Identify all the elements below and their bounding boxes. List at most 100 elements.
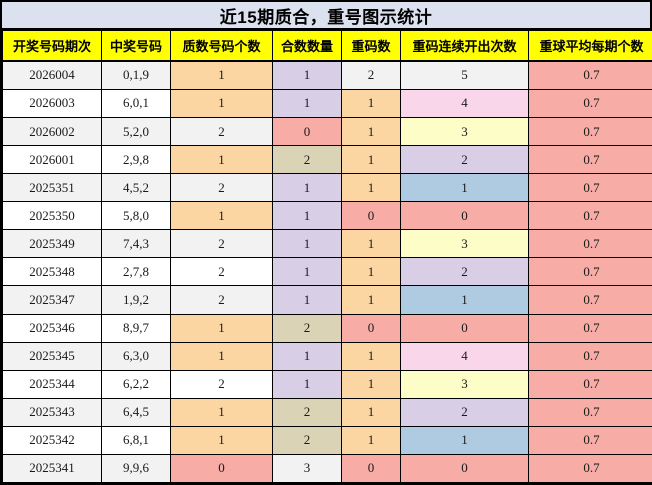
table-row: 2026002 5,2,0 2 0 1 3 0.7 <box>2 116 652 147</box>
cell-period: 2026002 <box>2 116 102 147</box>
cell-repeat-streak: 1 <box>400 425 529 455</box>
cell-repeat-count: 2 <box>341 60 401 90</box>
table-row: 2025348 2,7,8 2 1 1 2 0.7 <box>2 257 652 287</box>
col-header-winning-numbers: 中奖号码 <box>101 30 171 62</box>
cell-repeat-count: 0 <box>341 313 401 343</box>
cell-repeat-count: 1 <box>341 229 401 259</box>
cell-period: 2025350 <box>2 201 102 231</box>
cell-repeat-streak: 2 <box>400 257 529 287</box>
cell-prime-count: 1 <box>170 88 273 118</box>
cell-repeat-streak: 4 <box>400 88 529 118</box>
cell-repeat-streak: 2 <box>400 397 529 427</box>
cell-composite-count: 2 <box>272 313 342 343</box>
cell-repeat-count: 1 <box>341 285 401 315</box>
table-row: 2025345 6,3,0 1 1 1 4 0.7 <box>2 341 652 371</box>
cell-winning-numbers: 0,1,9 <box>101 60 171 90</box>
cell-composite-count: 2 <box>272 425 342 455</box>
cell-repeat-streak: 0 <box>400 453 529 484</box>
cell-repeat-count: 1 <box>341 425 401 455</box>
table-row: 2025343 6,4,5 1 2 1 2 0.7 <box>2 397 652 427</box>
col-header-repeat-streak: 重码连续开出次数 <box>400 30 529 62</box>
cell-repeat-streak: 1 <box>400 285 529 315</box>
cell-composite-count: 1 <box>272 341 342 371</box>
cell-period: 2025349 <box>2 229 102 259</box>
cell-winning-numbers: 6,4,5 <box>101 397 171 427</box>
cell-composite-count: 1 <box>272 229 342 259</box>
cell-prime-count: 1 <box>170 201 273 231</box>
table-body: 2026004 0,1,9 1 1 2 5 0.7 2026003 6,0,1 … <box>2 60 652 484</box>
table-row: 2025342 6,8,1 1 2 1 1 0.7 <box>2 425 652 455</box>
cell-repeat-count: 1 <box>341 88 401 118</box>
cell-avg-repeat-balls: 0.7 <box>528 173 652 203</box>
cell-repeat-streak: 2 <box>400 145 529 175</box>
cell-repeat-streak: 1 <box>400 173 529 203</box>
cell-composite-count: 1 <box>272 369 342 399</box>
cell-repeat-streak: 4 <box>400 341 529 371</box>
cell-avg-repeat-balls: 0.7 <box>528 285 652 315</box>
table-row: 2026001 2,9,8 1 2 1 2 0.7 <box>2 145 652 175</box>
cell-repeat-streak: 3 <box>400 369 529 399</box>
cell-winning-numbers: 5,2,0 <box>101 116 171 147</box>
cell-avg-repeat-balls: 0.7 <box>528 341 652 371</box>
cell-prime-count: 1 <box>170 341 273 371</box>
cell-repeat-count: 1 <box>341 369 401 399</box>
cell-period: 2025346 <box>2 313 102 343</box>
cell-winning-numbers: 6,2,2 <box>101 369 171 399</box>
cell-prime-count: 2 <box>170 257 273 287</box>
cell-winning-numbers: 7,4,3 <box>101 229 171 259</box>
cell-winning-numbers: 4,5,2 <box>101 173 171 203</box>
col-header-composite-count: 合数数量 <box>272 30 342 62</box>
cell-prime-count: 2 <box>170 229 273 259</box>
cell-avg-repeat-balls: 0.7 <box>528 145 652 175</box>
stats-table: 开奖号码期次 中奖号码 质数号码个数 合数数量 重码数 重码连续开出次数 重球平… <box>2 30 652 484</box>
cell-period: 2025343 <box>2 397 102 427</box>
cell-avg-repeat-balls: 0.7 <box>528 201 652 231</box>
cell-composite-count: 2 <box>272 145 342 175</box>
page-title: 近15期质合，重号图示统计 <box>2 2 650 30</box>
cell-avg-repeat-balls: 0.7 <box>528 453 652 484</box>
cell-repeat-count: 0 <box>341 453 401 484</box>
col-header-period: 开奖号码期次 <box>2 30 102 62</box>
cell-avg-repeat-balls: 0.7 <box>528 425 652 455</box>
cell-avg-repeat-balls: 0.7 <box>528 257 652 287</box>
cell-composite-count: 2 <box>272 397 342 427</box>
cell-composite-count: 1 <box>272 60 342 90</box>
table-row: 2025346 8,9,7 1 2 0 0 0.7 <box>2 313 652 343</box>
table-row: 2025344 6,2,2 2 1 1 3 0.7 <box>2 369 652 399</box>
cell-prime-count: 0 <box>170 453 273 484</box>
cell-period: 2025348 <box>2 257 102 287</box>
cell-composite-count: 1 <box>272 201 342 231</box>
cell-repeat-streak: 0 <box>400 313 529 343</box>
cell-winning-numbers: 9,9,6 <box>101 453 171 484</box>
cell-period: 2026001 <box>2 145 102 175</box>
table-row: 2026004 0,1,9 1 1 2 5 0.7 <box>2 60 652 90</box>
cell-repeat-count: 1 <box>341 257 401 287</box>
cell-period: 2025342 <box>2 425 102 455</box>
cell-repeat-streak: 3 <box>400 116 529 147</box>
cell-prime-count: 2 <box>170 369 273 399</box>
col-header-repeat-count: 重码数 <box>341 30 401 62</box>
cell-avg-repeat-balls: 0.7 <box>528 116 652 147</box>
header-row: 开奖号码期次 中奖号码 质数号码个数 合数数量 重码数 重码连续开出次数 重球平… <box>2 30 652 62</box>
cell-repeat-count: 1 <box>341 397 401 427</box>
cell-composite-count: 3 <box>272 453 342 484</box>
col-header-avg-repeat-balls: 重球平均每期个数 <box>528 30 652 62</box>
cell-prime-count: 1 <box>170 60 273 90</box>
cell-avg-repeat-balls: 0.7 <box>528 229 652 259</box>
cell-period: 2025351 <box>2 173 102 203</box>
cell-repeat-count: 0 <box>341 201 401 231</box>
cell-avg-repeat-balls: 0.7 <box>528 397 652 427</box>
cell-avg-repeat-balls: 0.7 <box>528 60 652 90</box>
cell-winning-numbers: 6,3,0 <box>101 341 171 371</box>
cell-avg-repeat-balls: 0.7 <box>528 313 652 343</box>
cell-prime-count: 2 <box>170 285 273 315</box>
cell-winning-numbers: 1,9,2 <box>101 285 171 315</box>
cell-composite-count: 1 <box>272 285 342 315</box>
cell-winning-numbers: 6,0,1 <box>101 88 171 118</box>
cell-winning-numbers: 2,7,8 <box>101 257 171 287</box>
cell-period: 2025344 <box>2 369 102 399</box>
cell-prime-count: 1 <box>170 425 273 455</box>
cell-winning-numbers: 5,8,0 <box>101 201 171 231</box>
table-row: 2026003 6,0,1 1 1 1 4 0.7 <box>2 88 652 118</box>
